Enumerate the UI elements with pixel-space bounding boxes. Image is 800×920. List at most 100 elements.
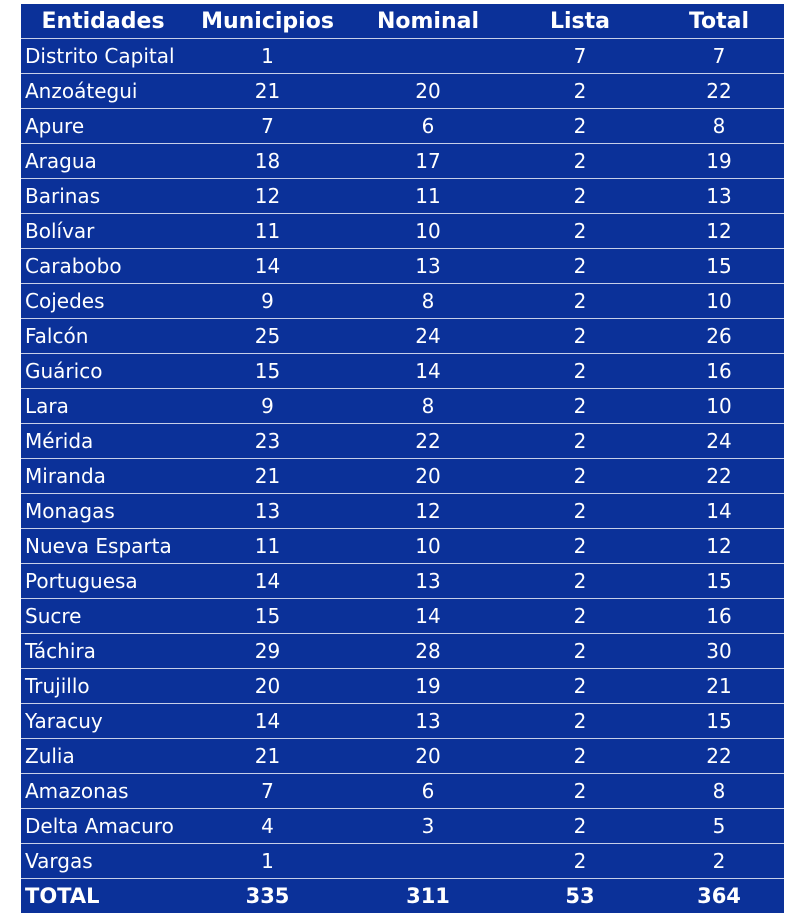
- table-row: Vargas 1 2 2: [21, 843, 784, 879]
- nominal-cell: 11: [350, 178, 506, 214]
- municipios-cell: 21: [185, 738, 350, 774]
- municipios-cell: 14: [185, 563, 350, 599]
- entity-name: Yaracuy: [21, 703, 185, 739]
- entity-name: Mérida: [21, 423, 185, 459]
- total-cell: 16: [654, 353, 784, 389]
- table-row: Nueva Esparta 11 10 2 12: [21, 528, 784, 564]
- lista-cell: 2: [506, 773, 654, 809]
- nominal-cell: 13: [350, 703, 506, 739]
- table-body: Distrito Capital 1 7 7 Anzoátegui 21 20 2 22 Apur…: [21, 38, 784, 879]
- nominal-cell: 20: [350, 73, 506, 109]
- lista-cell: 2: [506, 283, 654, 319]
- municipios-cell: 20: [185, 668, 350, 704]
- entity-name: Barinas: [21, 178, 185, 214]
- nominal-cell: 14: [350, 598, 506, 634]
- total-cell: 12: [654, 528, 784, 564]
- header-row: Entidades Municipios Nominal Lista Total: [21, 4, 784, 39]
- lista-cell: 2: [506, 143, 654, 179]
- total-cell: 5: [654, 808, 784, 844]
- lista-cell: 2: [506, 248, 654, 284]
- nominal-cell: 13: [350, 563, 506, 599]
- nominal-cell: [350, 843, 506, 879]
- entity-name: Zulia: [21, 738, 185, 774]
- lista-cell: 2: [506, 178, 654, 214]
- municipios-cell: 23: [185, 423, 350, 459]
- entity-name: Vargas: [21, 843, 185, 879]
- table-row: Yaracuy 14 13 2 15: [21, 703, 784, 739]
- nominal-cell: 20: [350, 738, 506, 774]
- table-row: Mérida 23 22 2 24: [21, 423, 784, 459]
- table-row: Miranda 21 20 2 22: [21, 458, 784, 494]
- entity-name: Falcón: [21, 318, 185, 354]
- municipios-cell: 11: [185, 528, 350, 564]
- total-cell: 8: [654, 108, 784, 144]
- nominal-cell: 10: [350, 528, 506, 564]
- municipios-cell: 11: [185, 213, 350, 249]
- total-cell: 13: [654, 178, 784, 214]
- entity-name: Monagas: [21, 493, 185, 529]
- table-row: Trujillo 20 19 2 21: [21, 668, 784, 704]
- entity-name: Miranda: [21, 458, 185, 494]
- total-cell: 30: [654, 633, 784, 669]
- table-row: Táchira 29 28 2 30: [21, 633, 784, 669]
- lista-cell: 2: [506, 668, 654, 704]
- nominal-cell: 10: [350, 213, 506, 249]
- nominal-cell: 6: [350, 773, 506, 809]
- municipios-cell: 29: [185, 633, 350, 669]
- total-total: 364: [654, 878, 784, 913]
- total-cell: 26: [654, 318, 784, 354]
- nominal-cell: 6: [350, 108, 506, 144]
- table-footer: TOTAL 335 311 53 364: [21, 878, 784, 913]
- entity-name: Cojedes: [21, 283, 185, 319]
- total-cell: 7: [654, 38, 784, 74]
- table-row: Guárico 15 14 2 16: [21, 353, 784, 389]
- municipios-cell: 25: [185, 318, 350, 354]
- table-row: Carabobo 14 13 2 15: [21, 248, 784, 284]
- header-nominal: Nominal: [350, 4, 506, 39]
- lista-cell: 2: [506, 563, 654, 599]
- lista-cell: 2: [506, 738, 654, 774]
- entity-name: Bolívar: [21, 213, 185, 249]
- total-row: TOTAL 335 311 53 364: [21, 878, 784, 913]
- lista-cell: 2: [506, 493, 654, 529]
- municipios-cell: 7: [185, 108, 350, 144]
- nominal-cell: 28: [350, 633, 506, 669]
- header-lista: Lista: [506, 4, 654, 39]
- municipios-cell: 18: [185, 143, 350, 179]
- municipios-cell: 13: [185, 493, 350, 529]
- municipios-cell: 7: [185, 773, 350, 809]
- nominal-cell: 13: [350, 248, 506, 284]
- header-entidades: Entidades: [21, 4, 185, 39]
- table-row: Bolívar 11 10 2 12: [21, 213, 784, 249]
- total-cell: 15: [654, 248, 784, 284]
- total-cell: 22: [654, 73, 784, 109]
- total-label: TOTAL: [21, 878, 185, 913]
- municipios-cell: 12: [185, 178, 350, 214]
- entity-name: Apure: [21, 108, 185, 144]
- municipios-cell: 21: [185, 73, 350, 109]
- table-row: Monagas 13 12 2 14: [21, 493, 784, 529]
- total-cell: 21: [654, 668, 784, 704]
- lista-cell: 2: [506, 843, 654, 879]
- lista-cell: 2: [506, 108, 654, 144]
- lista-cell: 2: [506, 528, 654, 564]
- table-row: Portuguesa 14 13 2 15: [21, 563, 784, 599]
- table-row: Distrito Capital 1 7 7: [21, 38, 784, 74]
- entity-name: Táchira: [21, 633, 185, 669]
- total-cell: 12: [654, 213, 784, 249]
- seats-by-entity-table: Entidades Municipios Nominal Lista Total…: [21, 4, 784, 913]
- entity-name: Distrito Capital: [21, 38, 185, 74]
- table-row: Falcón 25 24 2 26: [21, 318, 784, 354]
- lista-cell: 2: [506, 213, 654, 249]
- table-row: Amazonas 7 6 2 8: [21, 773, 784, 809]
- table-row: Lara 9 8 2 10: [21, 388, 784, 424]
- lista-cell: 2: [506, 598, 654, 634]
- table-row: Zulia 21 20 2 22: [21, 738, 784, 774]
- total-cell: 8: [654, 773, 784, 809]
- table-row: Anzoátegui 21 20 2 22: [21, 73, 784, 109]
- municipios-cell: 1: [185, 38, 350, 74]
- total-cell: 10: [654, 283, 784, 319]
- total-cell: 15: [654, 563, 784, 599]
- municipios-cell: 4: [185, 808, 350, 844]
- header-total: Total: [654, 4, 784, 39]
